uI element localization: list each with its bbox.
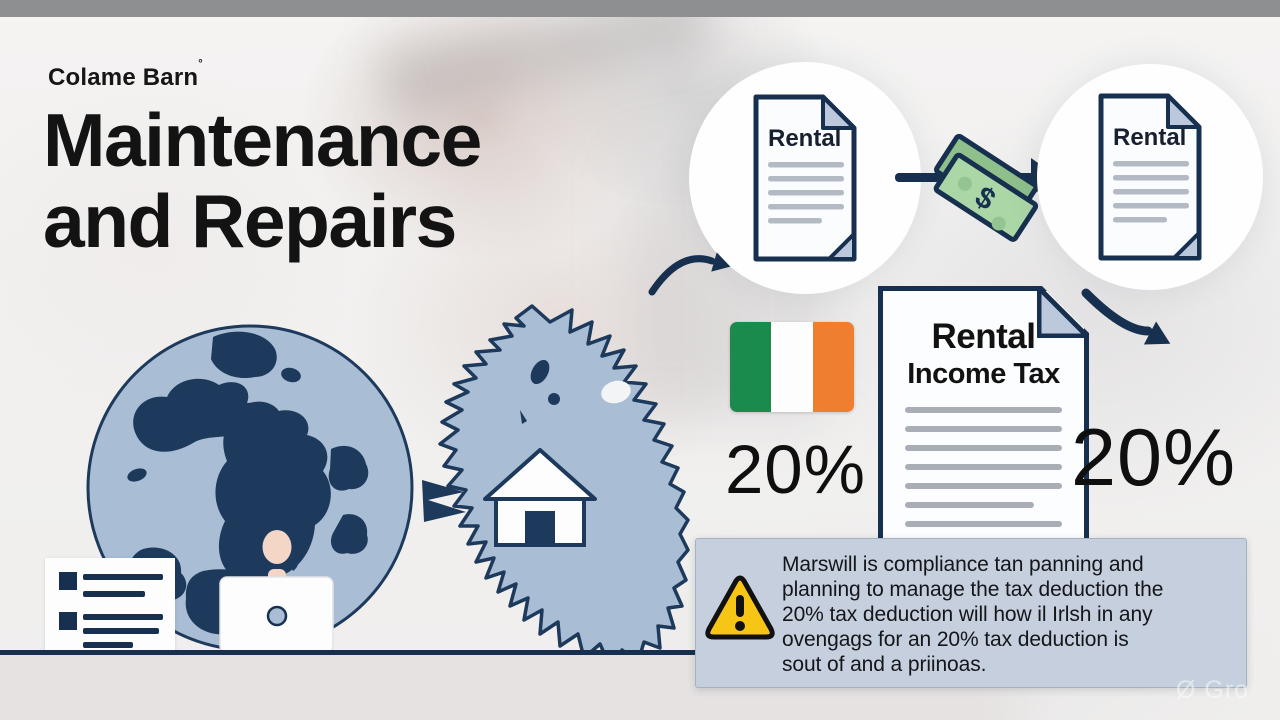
person-at-laptop-illustration	[209, 517, 344, 665]
curved-arrow-icon	[648, 252, 731, 296]
tax-doc-title-line-1: Rental	[931, 317, 1036, 356]
tax-doc-title-line-2: Income Tax	[907, 358, 1060, 390]
rental-doc-circle-right: Rental	[1037, 64, 1263, 290]
warning-line: planning to manage the tax deduction the	[782, 578, 1164, 601]
dollar-banknotes-icon: $	[933, 133, 1039, 242]
checklist-icon	[45, 558, 175, 655]
document-icon: Rental	[753, 94, 857, 262]
curved-arrow-icon	[1081, 288, 1171, 345]
warning-triangle-icon	[705, 575, 775, 640]
warning-line: Marswill is compliance tan panning and	[782, 553, 1144, 576]
ireland-flag-icon	[730, 322, 854, 412]
tax-rate-right: 20%	[1070, 413, 1237, 503]
brand-logo: Colame Barn°	[48, 58, 203, 92]
warning-line: sout of and a priinoas.	[782, 653, 987, 676]
house-icon	[483, 448, 597, 547]
page-fold-icon	[1037, 286, 1089, 338]
tax-doc-text-lines	[905, 407, 1062, 527]
brand-mark: °	[198, 58, 203, 70]
warning-panel: Marswill is compliance tan panning and p…	[695, 538, 1247, 688]
title-line-1: Maintenance	[43, 98, 482, 182]
title-line-2: and Repairs	[43, 179, 457, 263]
warning-line: 20% tax deduction will how il Irlsh in a…	[782, 603, 1153, 626]
page-title: Maintenance and Repairs	[43, 98, 482, 263]
flag-green-stripe	[730, 322, 772, 412]
warning-text: Marswill is compliance tan panning and p…	[782, 552, 1242, 677]
top-gray-bar	[0, 0, 1280, 17]
warning-line: ovengags for an 20% tax deduction is	[782, 628, 1129, 651]
watermark: Ø Gro	[1176, 676, 1250, 704]
doc-label: Rental	[1113, 124, 1186, 151]
flag-orange-stripe	[812, 322, 854, 412]
map-exclamation-mark	[520, 359, 560, 424]
brand-text: Colame Barn	[48, 64, 199, 91]
flag-white-stripe	[771, 322, 813, 412]
money-transfer-icon: $	[895, 133, 1058, 242]
rental-doc-circle-left: Rental	[689, 62, 921, 294]
document-icon: Rental	[1098, 93, 1202, 261]
doc-label: Rental	[768, 125, 841, 152]
tax-rate-left: 20%	[724, 431, 867, 508]
desk-edge	[0, 650, 1016, 655]
